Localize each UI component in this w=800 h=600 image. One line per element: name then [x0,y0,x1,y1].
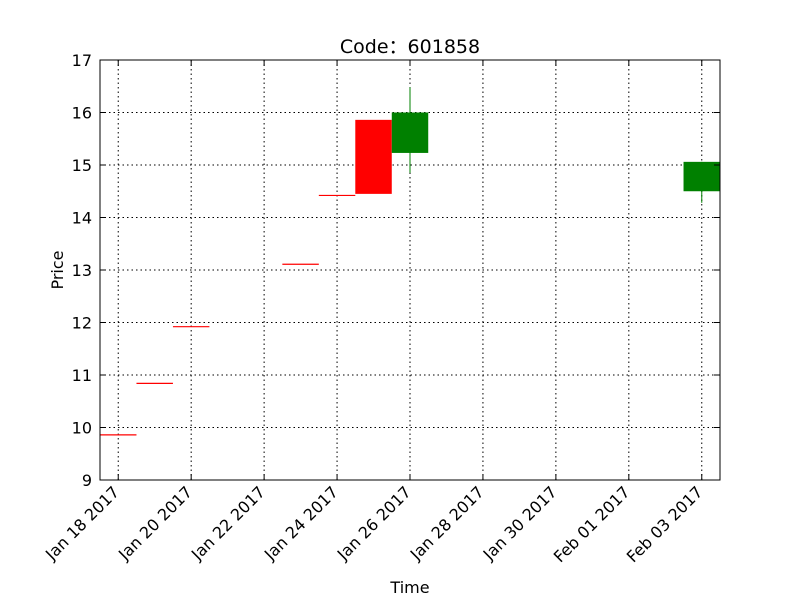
candle-2017-02-03 [683,161,720,203]
candle-body [391,112,429,153]
y-tick-label: 15 [72,156,92,175]
y-tick-label: 11 [72,366,92,385]
candle-2017-01-25 [355,119,392,194]
y-tick-label: 16 [72,104,92,123]
candle-body [355,119,392,194]
ticks [100,59,720,481]
y-tick-label: 12 [72,314,92,333]
candles [100,87,720,436]
y-tick-label: 14 [72,209,92,228]
y-tick-label: 13 [72,261,92,280]
y-tick-label: 9 [82,471,92,490]
y-axis-label: Price [48,250,67,289]
y-tick-label: 10 [72,419,92,438]
chart-title: Code：601858 [340,36,480,58]
y-tick-label: 17 [72,51,92,70]
candle-2017-01-26 [391,87,429,173]
candle-body [683,161,720,192]
x-axis-label: Time [389,578,429,597]
